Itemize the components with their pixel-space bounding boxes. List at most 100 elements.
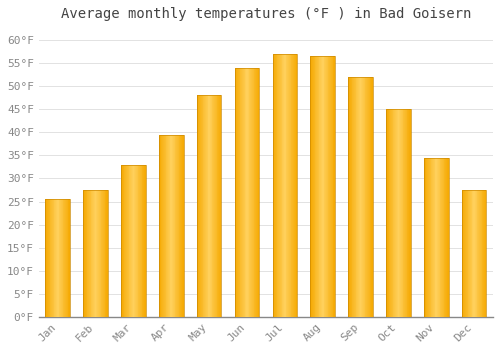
Bar: [441, 158, 442, 317]
Bar: [283, 54, 284, 317]
Bar: [484, 190, 485, 317]
Bar: [168, 135, 169, 317]
Bar: [219, 96, 220, 317]
Bar: [107, 190, 108, 317]
Bar: [145, 164, 146, 317]
Bar: [142, 164, 144, 317]
Bar: [395, 109, 396, 317]
Bar: [286, 54, 288, 317]
Bar: [67, 199, 68, 317]
Bar: [482, 190, 483, 317]
Bar: [65, 199, 66, 317]
Bar: [371, 77, 372, 317]
Bar: [122, 164, 123, 317]
Bar: [255, 68, 256, 317]
Bar: [328, 56, 330, 317]
Bar: [429, 158, 430, 317]
Bar: [209, 96, 210, 317]
Bar: [206, 96, 208, 317]
Bar: [176, 135, 177, 317]
Bar: [234, 68, 260, 317]
Bar: [370, 77, 371, 317]
Bar: [239, 68, 240, 317]
Bar: [479, 190, 480, 317]
Bar: [294, 54, 296, 317]
Bar: [466, 190, 468, 317]
Bar: [292, 54, 293, 317]
Bar: [238, 68, 239, 317]
Bar: [331, 56, 332, 317]
Bar: [388, 109, 390, 317]
Bar: [86, 190, 88, 317]
Bar: [251, 68, 252, 317]
Bar: [290, 54, 292, 317]
Bar: [401, 109, 402, 317]
Bar: [311, 56, 312, 317]
Bar: [325, 56, 326, 317]
Bar: [276, 54, 278, 317]
Bar: [428, 158, 429, 317]
Bar: [89, 190, 90, 317]
Bar: [465, 190, 466, 317]
Bar: [314, 56, 316, 317]
Bar: [272, 54, 297, 317]
Bar: [356, 77, 358, 317]
Bar: [98, 190, 99, 317]
Bar: [125, 164, 126, 317]
Bar: [47, 199, 48, 317]
Bar: [94, 190, 95, 317]
Bar: [254, 68, 255, 317]
Bar: [172, 135, 173, 317]
Bar: [274, 54, 275, 317]
Bar: [236, 68, 237, 317]
Bar: [216, 96, 218, 317]
Bar: [93, 190, 94, 317]
Bar: [106, 190, 107, 317]
Bar: [95, 190, 96, 317]
Bar: [198, 96, 200, 317]
Bar: [483, 190, 484, 317]
Bar: [204, 96, 205, 317]
Bar: [202, 96, 203, 317]
Bar: [471, 190, 472, 317]
Bar: [97, 190, 98, 317]
Bar: [472, 190, 474, 317]
Bar: [317, 56, 318, 317]
Bar: [240, 68, 242, 317]
Bar: [243, 68, 244, 317]
Bar: [397, 109, 398, 317]
Bar: [360, 77, 362, 317]
Bar: [447, 158, 448, 317]
Bar: [399, 109, 400, 317]
Bar: [48, 199, 50, 317]
Bar: [121, 164, 146, 317]
Bar: [278, 54, 279, 317]
Bar: [436, 158, 437, 317]
Bar: [426, 158, 428, 317]
Bar: [424, 158, 425, 317]
Bar: [322, 56, 324, 317]
Bar: [123, 164, 124, 317]
Bar: [132, 164, 134, 317]
Bar: [173, 135, 174, 317]
Bar: [127, 164, 128, 317]
Bar: [197, 96, 198, 317]
Bar: [284, 54, 285, 317]
Bar: [211, 96, 212, 317]
Bar: [257, 68, 258, 317]
Bar: [220, 96, 222, 317]
Bar: [478, 190, 479, 317]
Bar: [313, 56, 314, 317]
Bar: [174, 135, 176, 317]
Bar: [134, 164, 135, 317]
Bar: [88, 190, 89, 317]
Bar: [372, 77, 373, 317]
Bar: [250, 68, 251, 317]
Bar: [69, 199, 70, 317]
Bar: [84, 190, 108, 317]
Bar: [474, 190, 475, 317]
Bar: [390, 109, 391, 317]
Bar: [296, 54, 297, 317]
Bar: [464, 190, 465, 317]
Bar: [163, 135, 164, 317]
